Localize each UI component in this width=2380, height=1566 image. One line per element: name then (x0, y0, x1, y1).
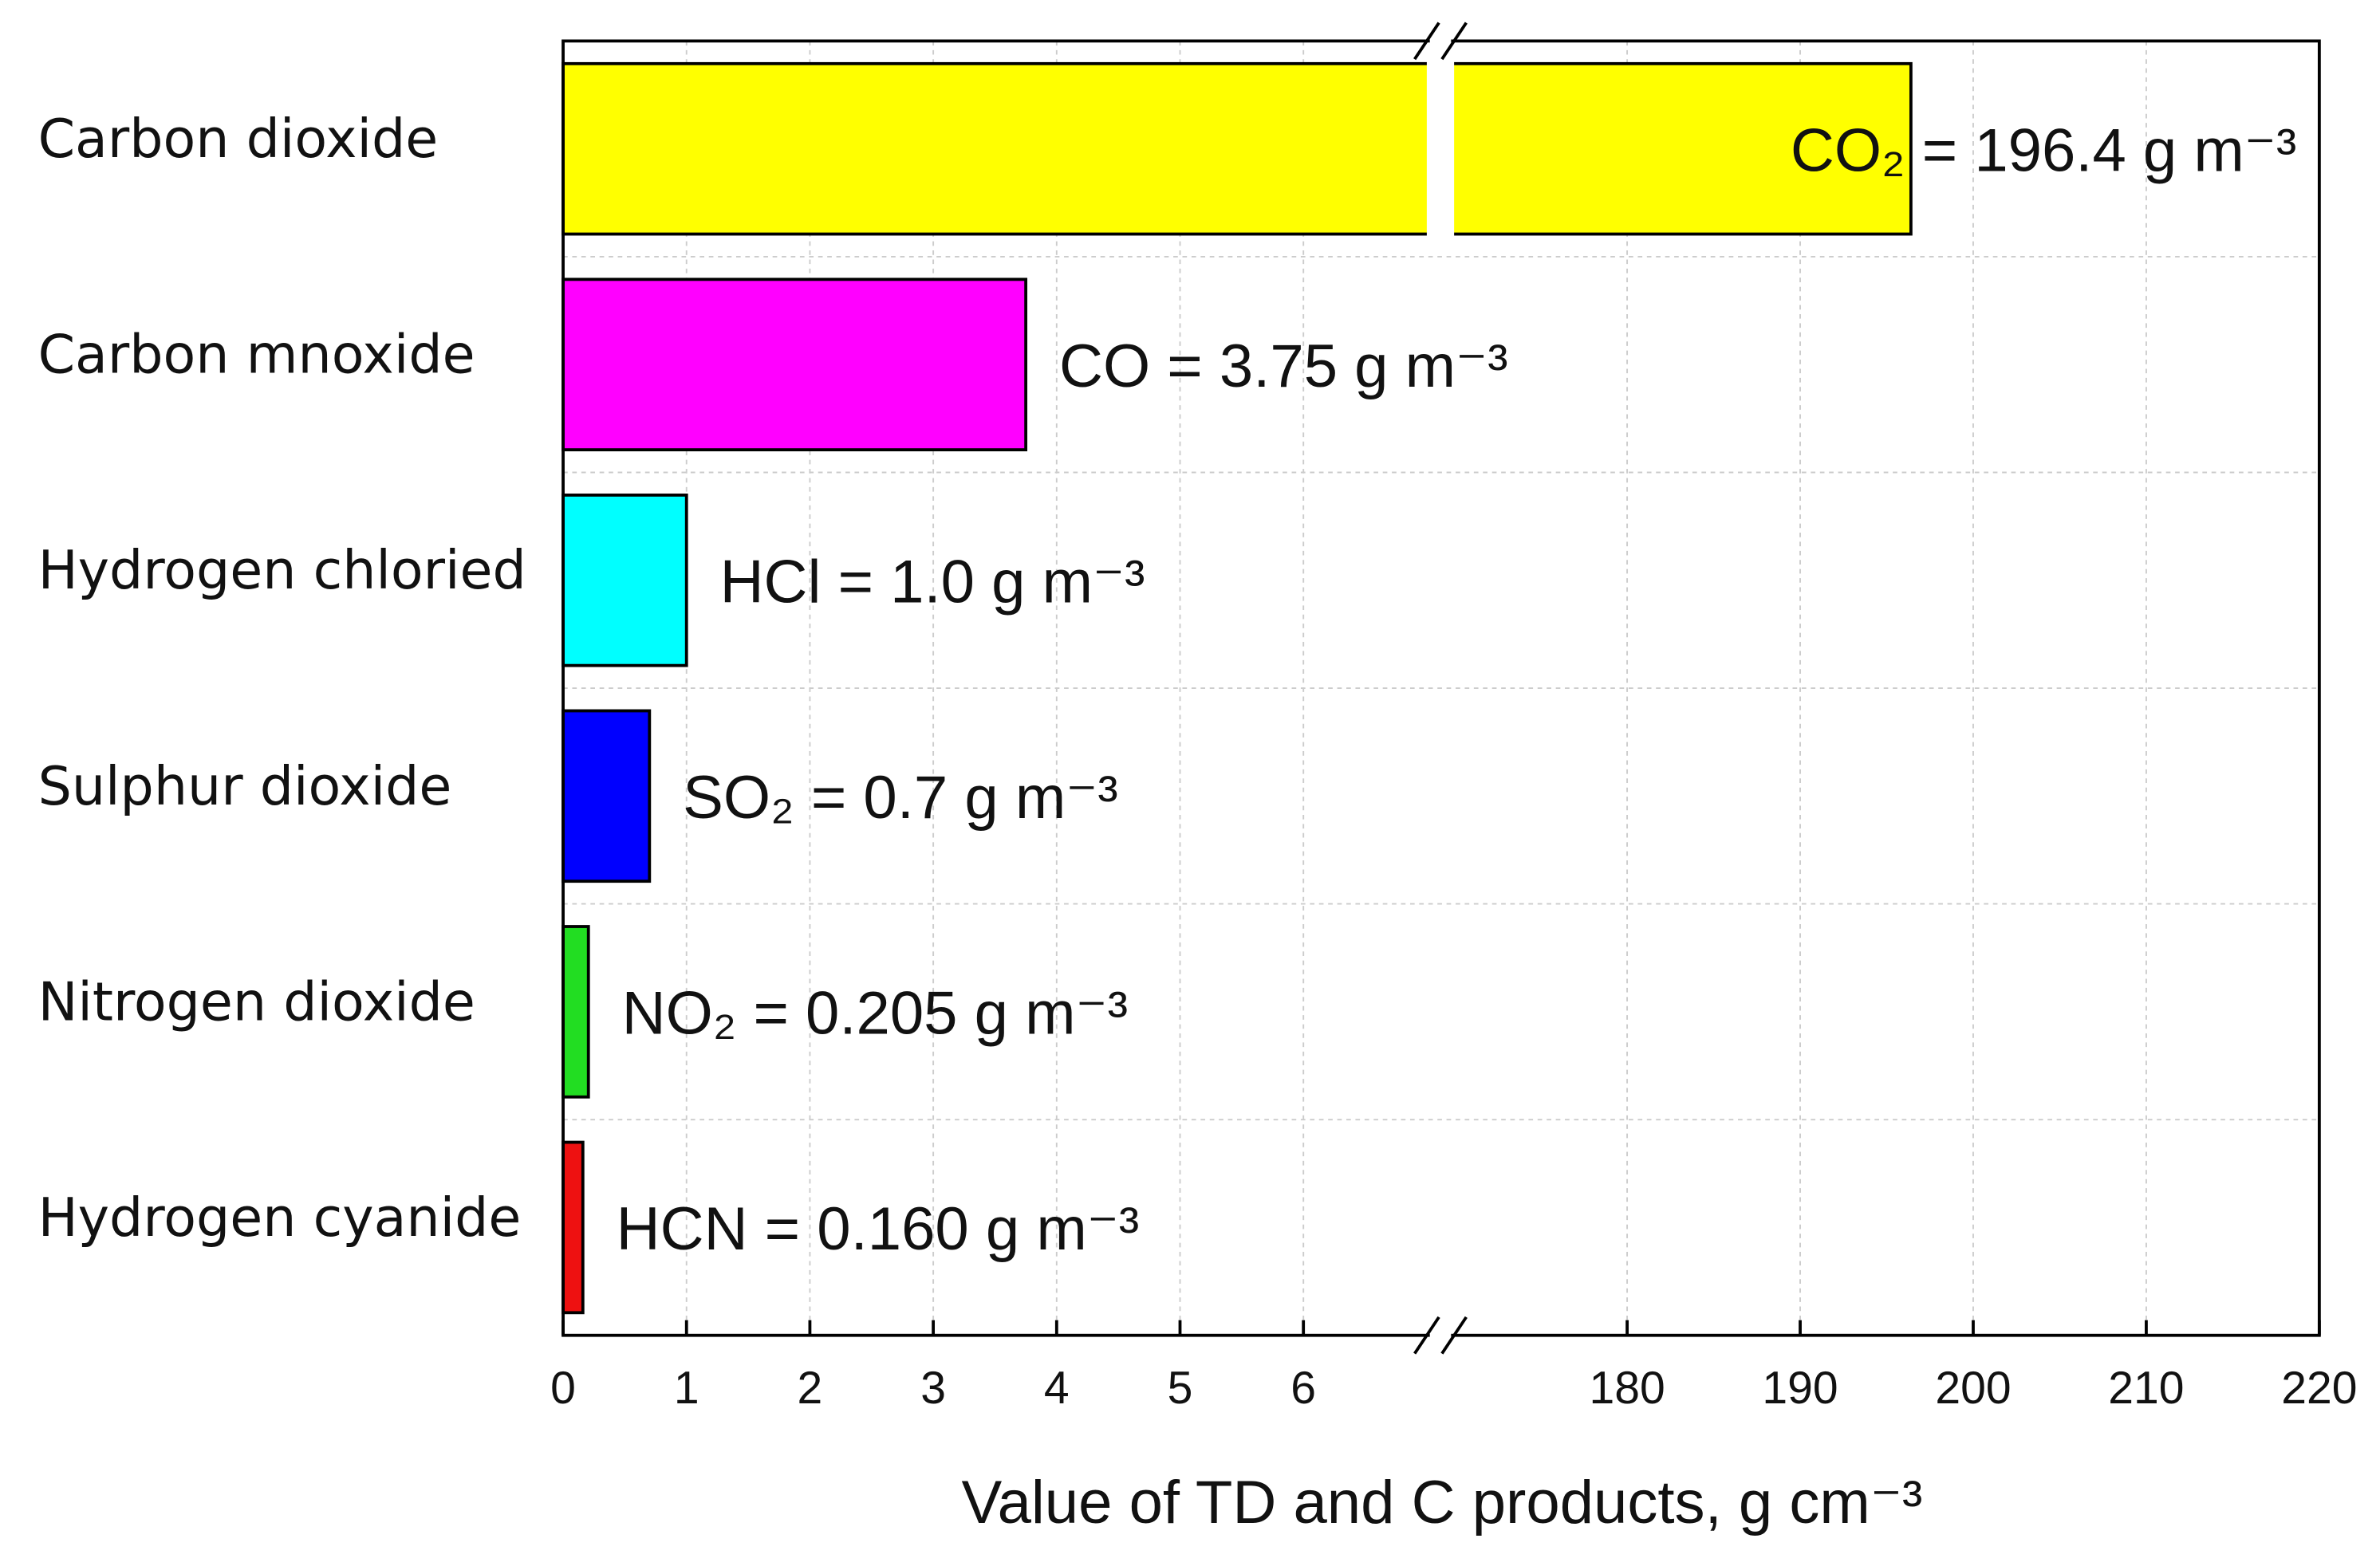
x-tick-label: 3 (920, 1363, 946, 1414)
x-axis-title: Value of TD and C products, g cm⁻³ (961, 1469, 1922, 1536)
x-tick-label: 210 (2108, 1363, 2184, 1414)
value-label: HCN = 0.160 g m⁻³ (617, 1195, 1140, 1263)
bar (562, 61, 1913, 236)
axis-break-mark (1413, 1316, 1440, 1355)
x-tick-label: 190 (1762, 1363, 1838, 1414)
bar (562, 709, 652, 883)
bar (562, 494, 688, 667)
category-label: Sulphur dioxide (38, 755, 452, 817)
x-tick-label: 5 (1168, 1363, 1193, 1414)
break-gap (1426, 61, 1455, 238)
value-label: CO₂ = 196.4 g m⁻³ (1791, 116, 2296, 184)
category-label: Carbon mnoxide (38, 324, 475, 386)
value-label: HCl = 1.0 g m⁻³ (720, 549, 1145, 616)
bar (562, 277, 1028, 452)
x-tick-label: 2 (798, 1363, 823, 1414)
bar (562, 1140, 585, 1315)
category-label: Hydrogen cyanide (38, 1186, 522, 1249)
x-tick-label: 1 (674, 1363, 699, 1414)
axis-break-gap (1429, 34, 1452, 48)
category-label: Nitrogen dioxide (38, 970, 475, 1033)
value-label: NO₂ = 0.205 g m⁻³ (622, 980, 1128, 1048)
axis-break-mark (1413, 22, 1440, 61)
value-label: SO₂ = 0.7 g m⁻³ (683, 764, 1118, 832)
axis-break-gap (1429, 1329, 1452, 1342)
value-label: CO = 3.75 g m⁻³ (1059, 332, 1508, 400)
x-tick-label: 6 (1290, 1363, 1316, 1414)
category-label: Hydrogen chloried (38, 539, 526, 601)
x-tick-label: 4 (1044, 1363, 1070, 1414)
category-label: Carbon dioxide (38, 108, 439, 170)
axis-break-mark (1440, 22, 1468, 61)
x-tick-label: 200 (1935, 1363, 2011, 1414)
bar (562, 925, 590, 1099)
axis-break-mark (1440, 1316, 1468, 1355)
x-tick-label: 220 (2281, 1363, 2357, 1414)
x-tick-label: 0 (550, 1363, 576, 1414)
x-tick-label: 180 (1589, 1363, 1665, 1414)
